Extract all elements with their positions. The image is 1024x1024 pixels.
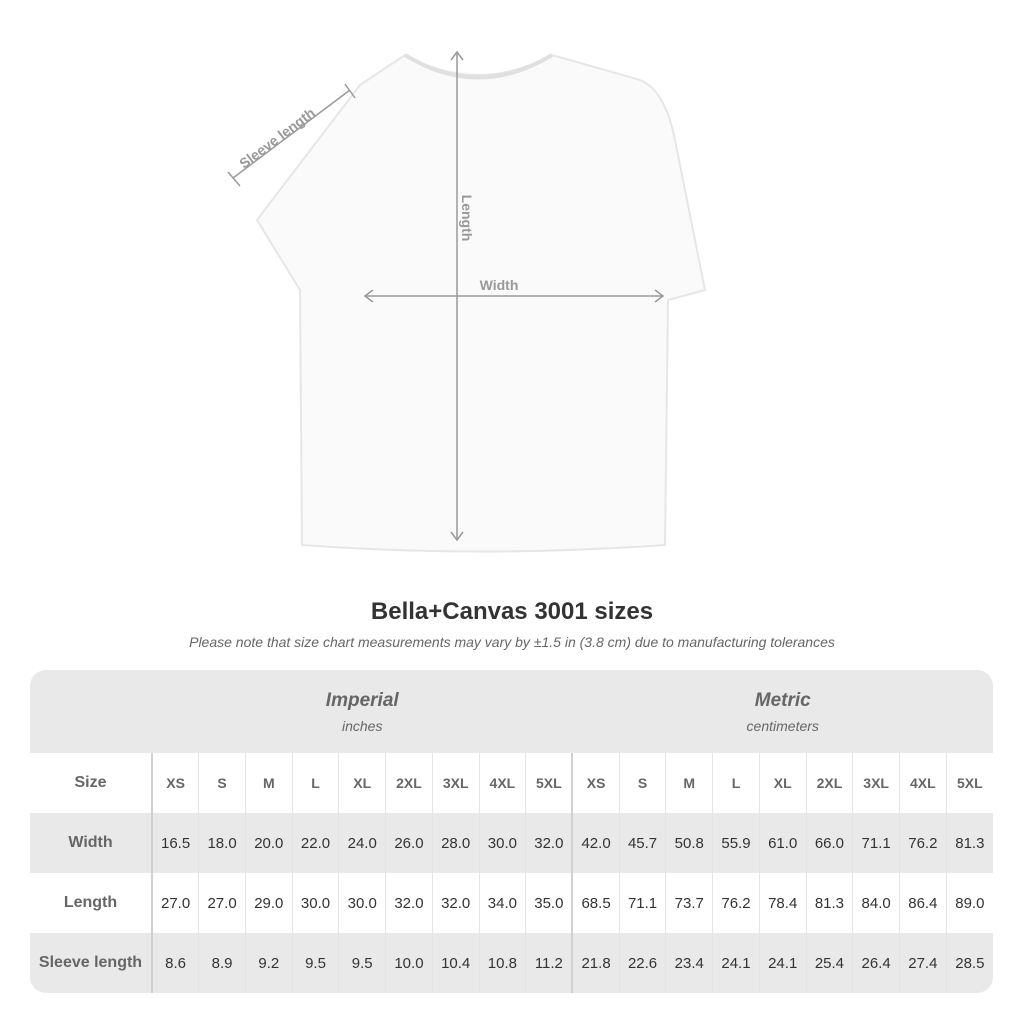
table-cell: 20.0 [244,813,293,873]
table-cell: 27.0 [198,873,246,933]
imperial-size-XS: XS [151,753,199,813]
table-cell: 81.3 [945,813,993,873]
table-cell: 22.0 [291,813,339,873]
table-cell: 45.7 [618,813,666,873]
table-cell: 32.0 [431,873,480,933]
metric-size-M: M [665,753,713,813]
length-label: Length [459,195,475,242]
table-cell: 26.4 [852,933,900,993]
page-title: Bella+Canvas 3001 sizes [370,598,654,625]
table-cell: 32.0 [525,813,573,873]
table-cell: 73.7 [665,873,713,933]
table-cell: 76.2 [899,813,947,873]
table-cell: 55.9 [712,813,760,873]
table-row: Width 16.5 18.0 20.0 22.0 24.0 26.0 28.0 30.0 32.… [30,813,993,873]
imperial-size-XL: XL [338,753,386,813]
metric-size-5XL: 5XL [945,753,993,813]
imperial-size-L: L [291,753,339,813]
table-cell: 28.0 [431,813,480,873]
table-cell: 9.5 [338,933,386,993]
table-cell: 34.0 [478,873,526,933]
sleeve-measure-line [232,89,351,179]
imperial-size-S: S [198,753,246,813]
table-cell: 10.8 [478,933,526,993]
metric-size-S: S [618,753,666,813]
table-cell: 24.1 [758,933,807,993]
row-label: Length [30,873,152,933]
table-cell: 21.8 [571,933,620,993]
table-cell: 68.5 [571,873,620,933]
table-cell: 71.1 [618,873,666,933]
tshirt-diagram: Sleeve length Length Width [227,50,707,553]
metric-size-4XL: 4XL [899,753,947,813]
metric-size-2XL: 2XL [805,753,853,813]
table-row: Length 27.0 27.0 29.0 30.0 30.0 32.0 32.0 34.0 35… [30,873,993,933]
table-cell: 24.0 [338,813,386,873]
table-cell: 27.4 [899,933,947,993]
table-cell: 89.0 [945,873,993,933]
table-cell: 86.4 [899,873,947,933]
table-cell: 81.3 [805,873,853,933]
table-cell: 9.5 [291,933,339,993]
size-label: Size [30,753,152,813]
metric-size-XS: XS [571,753,620,813]
table-cell: 22.6 [618,933,666,993]
table-cell: 76.2 [712,873,760,933]
table-cell: 8.9 [198,933,246,993]
table-cell: 32.0 [385,873,433,933]
table-cell: 30.0 [338,873,386,933]
imperial-size-4XL: 4XL [478,753,526,813]
table-cell: 11.2 [525,933,573,993]
metric-header: Metric centimeters [572,670,993,753]
table-cell: 8.6 [151,933,199,993]
table-cell: 26.0 [385,813,433,873]
table-cell: 10.4 [431,933,480,993]
table-cell: 78.4 [758,873,807,933]
table-cell: 66.0 [805,813,853,873]
table-cell: 16.5 [151,813,199,873]
table-cell: 28.5 [945,933,993,993]
imperial-size-2XL: 2XL [385,753,433,813]
imperial-header: Imperial inches [152,670,573,753]
table-cell: 35.0 [525,873,573,933]
imperial-size-M: M [244,753,293,813]
tshirt-collar [403,53,554,80]
table-cell: 50.8 [665,813,713,873]
table-cell: 29.0 [244,873,293,933]
table-cell: 84.0 [852,873,900,933]
tolerance-note: Please note that size chart measurements… [189,634,835,650]
metric-size-L: L [712,753,760,813]
table-cell: 9.2 [244,933,293,993]
imperial-size-3XL: 3XL [431,753,480,813]
width-label: Width [480,277,519,293]
size-chart-table: Imperial inches Metric centimeters Size XS S… [30,670,993,993]
table-cell: 30.0 [478,813,526,873]
table-cell: 18.0 [198,813,246,873]
row-label: Sleeve length [30,933,152,993]
tshirt-shape [255,53,707,553]
table-row: Sleeve length 8.6 8.9 9.2 9.5 9.5 10.0 10.4 10.8… [30,933,993,993]
row-label: Width [30,813,152,873]
table-cell: 42.0 [571,813,620,873]
table-cell: 24.1 [712,933,760,993]
table-cell: 71.1 [852,813,900,873]
metric-size-3XL: 3XL [852,753,900,813]
table-cell: 30.0 [291,873,339,933]
table-cell: 27.0 [151,873,199,933]
metric-size-XL: XL [758,753,807,813]
size-header-row: Size XS S M L XL 2XL 3XL 4XL 5XL XS S M L XL 2XL 3XL 4XL 5… [30,753,993,813]
imperial-size-5XL: 5XL [525,753,573,813]
table-cell: 23.4 [665,933,713,993]
table-cell: 10.0 [385,933,433,993]
table-cell: 61.0 [758,813,807,873]
table-cell: 25.4 [805,933,853,993]
